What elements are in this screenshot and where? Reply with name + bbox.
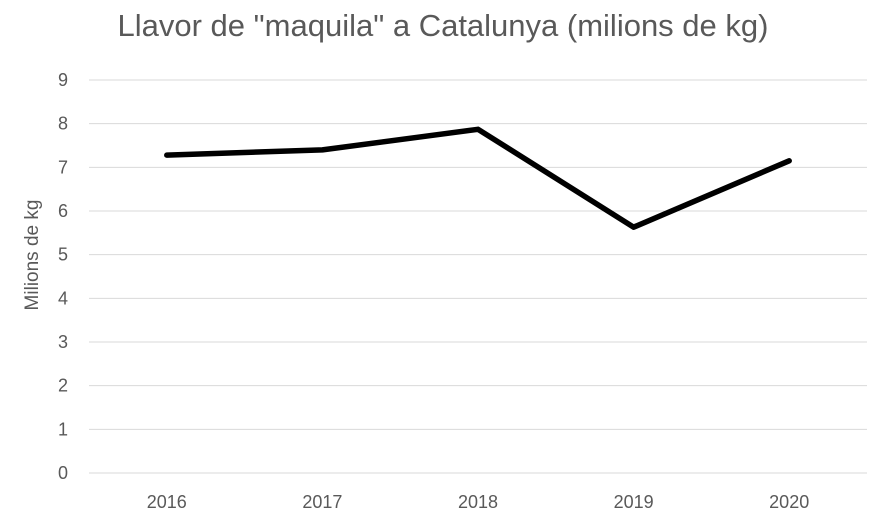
y-tick-label: 8 [58,114,68,134]
gridlines [89,79,867,430]
x-tick-label: 2020 [769,492,809,512]
series-lines [164,126,792,230]
y-tick-label: 4 [58,288,68,308]
y-tick-label: 6 [58,201,68,221]
x-tick-label: 2016 [147,492,187,512]
x-tick-label: 2019 [614,492,654,512]
y-tick-label: 9 [58,70,68,90]
y-tick-label: 7 [58,157,68,177]
y-tick-label: 1 [58,419,68,439]
x-tick-label: 2018 [458,492,498,512]
x-tick-labels: 2016 2017 2018 2019 2020 [147,492,809,512]
y-tick-label: 2 [58,376,68,396]
y-tick-label: 5 [58,245,68,265]
y-tick-label: 3 [58,332,68,352]
y-tick-labels: 0 1 2 3 4 5 6 7 8 9 [58,70,68,483]
series-line [164,126,792,230]
chart-title: Llavor de "maquila" a Catalunya (milions… [117,8,769,43]
x-tick-label: 2017 [302,492,342,512]
y-tick-label: 0 [58,463,68,483]
